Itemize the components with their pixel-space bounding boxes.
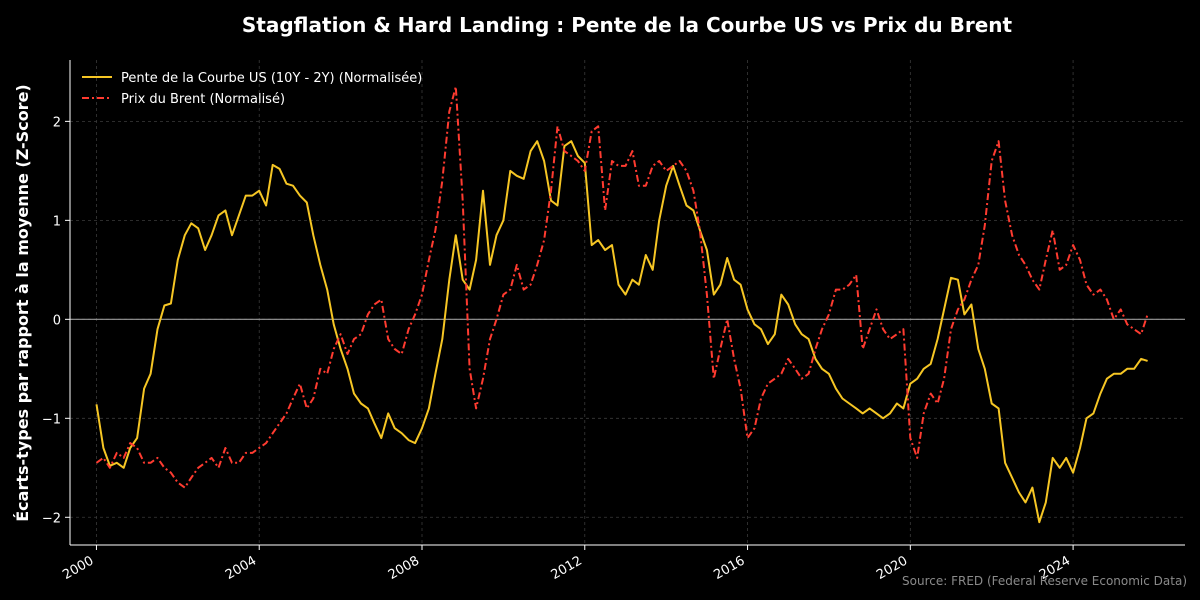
series-group [95, 85, 1149, 524]
series-line-brent [95, 85, 1149, 489]
series-line-slope [95, 140, 1148, 524]
y-tick-label: −1 [42, 412, 61, 427]
source-note: Source: FRED (Federal Reserve Economic D… [902, 574, 1187, 588]
y-tick-label: 0 [53, 313, 61, 328]
legend-label-brent: Prix du Brent (Normalisé) [121, 92, 285, 107]
y-tick-label: 1 [53, 214, 61, 229]
legend-label-slope: Pente de la Courbe US (10Y - 2Y) (Normal… [121, 71, 422, 86]
y-tick-label: −2 [42, 511, 61, 526]
y-axis-label: Écarts-types par rapport à la moyenne (Z… [13, 84, 32, 522]
legend: Pente de la Courbe US (10Y - 2Y) (Normal… [82, 71, 422, 107]
grid [70, 60, 1185, 545]
y-tick-label: 2 [53, 115, 61, 130]
chart-title: Stagflation & Hard Landing : Pente de la… [242, 13, 1013, 37]
